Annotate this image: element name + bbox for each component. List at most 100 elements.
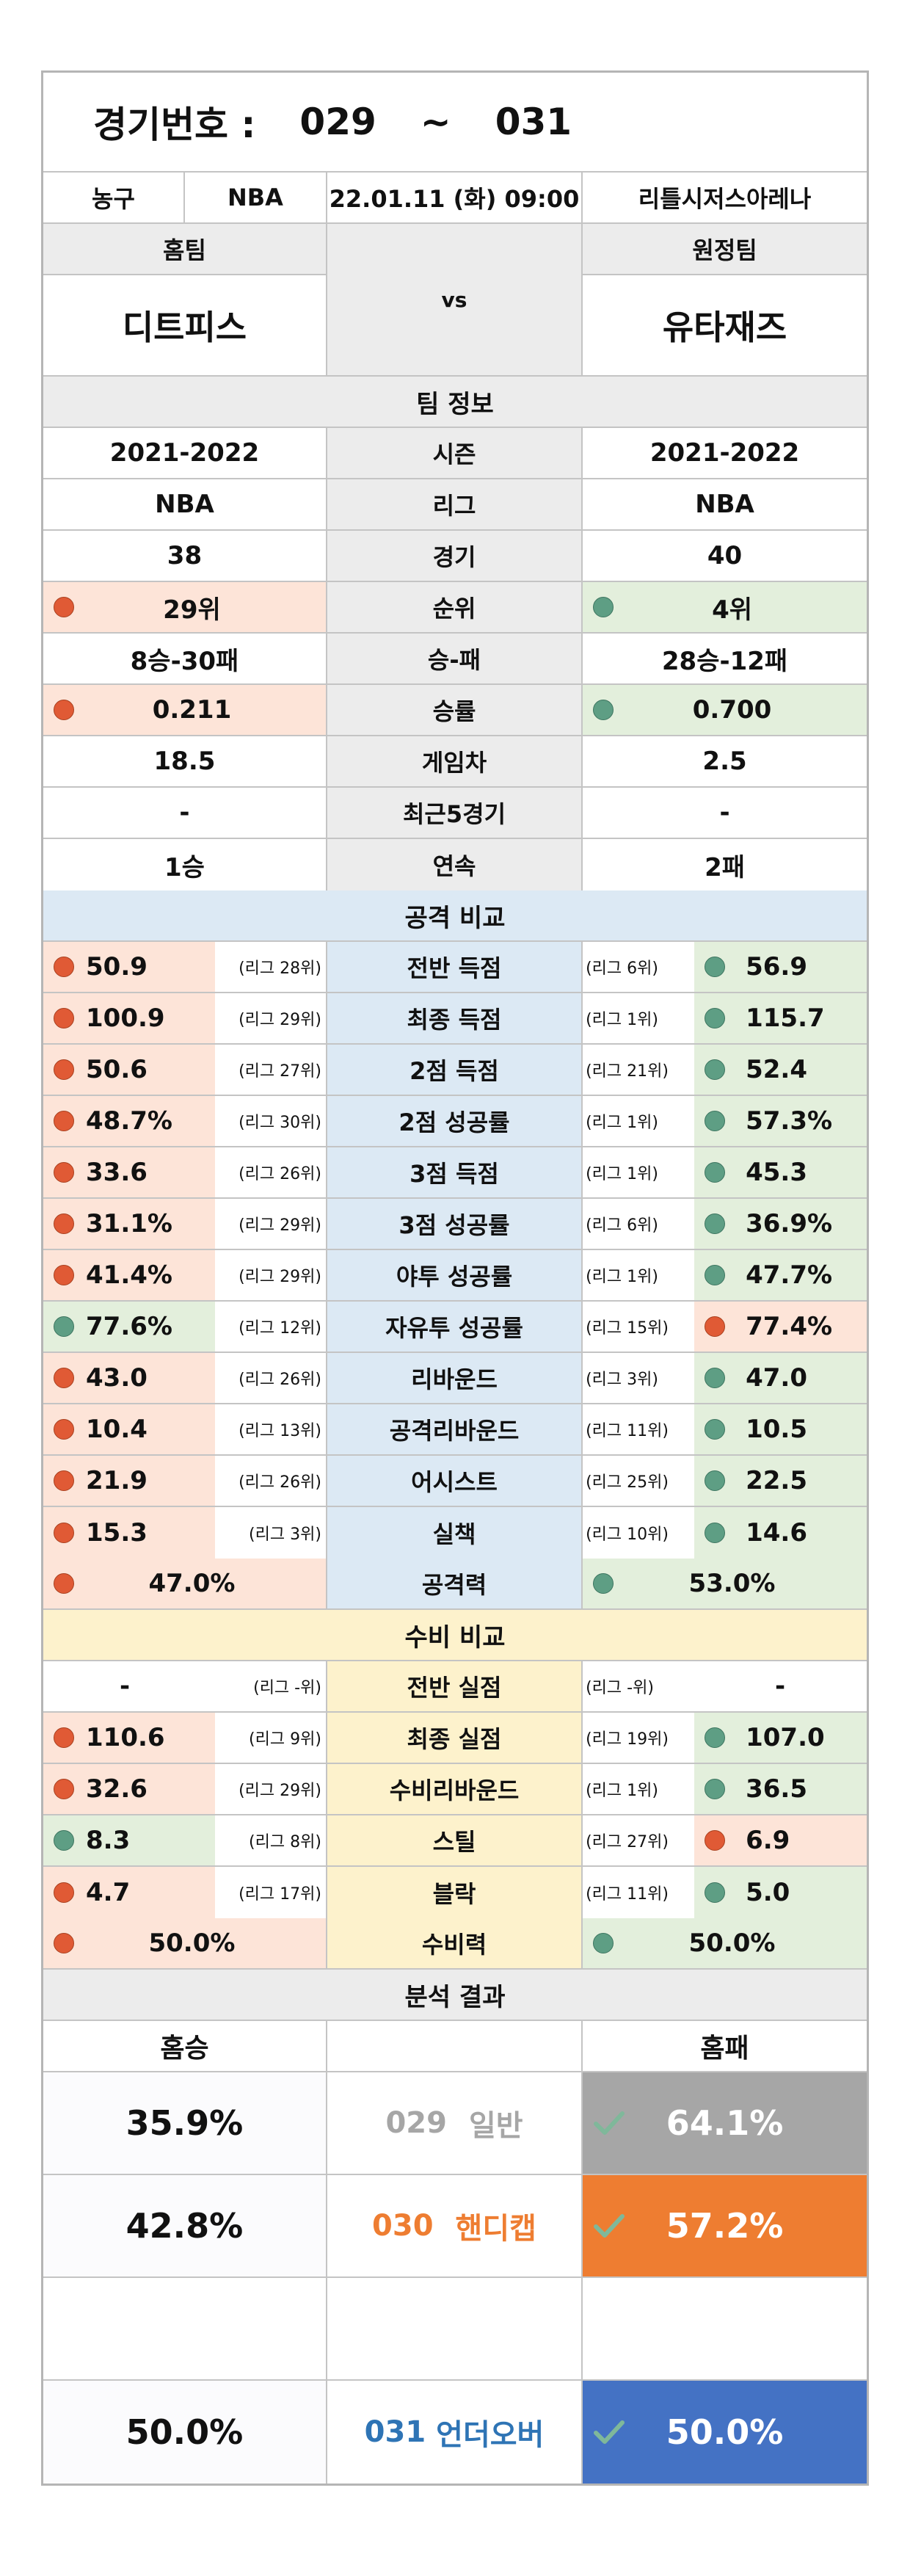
analysis-home-pct: 35.9% — [43, 2072, 327, 2174]
better-dot-icon — [705, 1882, 726, 1903]
worse-dot-icon — [54, 1162, 74, 1183]
team-info-row: 1승 연속 2패 — [43, 839, 867, 890]
stat-home-rank: (리그 17위) — [239, 1885, 321, 1904]
match-info-row: 농구 NBA 22.01.11 (화) 09:00 리틀시저스아레나 — [43, 173, 867, 224]
worse-dot-icon — [54, 1933, 74, 1953]
match-number-title: 경기번호 : 029 ~ 031 — [43, 73, 867, 171]
stat-away-value: 77.4% — [694, 1302, 867, 1352]
stat-home-rank: (리그 27위) — [239, 1062, 321, 1081]
stat-away: (리그 27위) 6.9 — [583, 1815, 867, 1865]
stat-home: 10.4 (리그 13위) — [43, 1404, 327, 1454]
stat-away: (리그 3위) 47.0 — [583, 1353, 867, 1403]
better-dot-icon — [54, 1830, 74, 1851]
checkmark-icon — [594, 2214, 625, 2238]
team-info-label: 순위 — [327, 582, 583, 632]
team-info-away-value: - — [719, 798, 730, 827]
analysis-label-row: 홈승 홈패 — [43, 2021, 867, 2072]
home-team-name: 디트피스 — [122, 308, 247, 347]
worse-dot-icon — [54, 1008, 74, 1028]
attack-header: 공격 비교 — [43, 890, 867, 942]
stat-home-value: 50.9 — [43, 942, 215, 992]
stat-home: 21.9 (리그 26위) — [43, 1456, 327, 1506]
home-win-label: 홈승 — [43, 2021, 327, 2071]
stat-home-value: 31.1% — [43, 1199, 215, 1249]
analysis-pick: 030 핸디캡 — [327, 2175, 583, 2276]
team-info-away-value: 4위 — [583, 582, 867, 632]
stat-home: 33.6 (리그 26위) — [43, 1147, 327, 1197]
defense-power-away: 50.0% — [583, 1918, 867, 1968]
better-dot-icon — [705, 1111, 726, 1131]
worse-dot-icon — [705, 1830, 726, 1851]
pick-type: 언더오버 — [436, 2418, 545, 2452]
team-info-away-value: 0.700 — [583, 685, 867, 735]
defense-power-row: 50.0% 수비력 50.0% — [43, 1918, 867, 1970]
stat-home-value: 8.3 — [43, 1815, 215, 1865]
attack-power-label: 공격력 — [327, 1559, 583, 1608]
stat-home: 77.6% (리그 12위) — [43, 1302, 327, 1352]
stat-home: 110.6 (리그 9위) — [43, 1713, 327, 1763]
stat-home-rank: (리그 12위) — [239, 1319, 321, 1338]
better-dot-icon — [593, 1573, 614, 1594]
worse-dot-icon — [54, 1573, 74, 1594]
stat-row: 50.9 (리그 28위) 전반 득점 (리그 6위) 56.9 — [43, 942, 867, 993]
worse-dot-icon — [54, 1882, 74, 1903]
stat-home: 100.9 (리그 29위) — [43, 993, 327, 1043]
vs-cell: vs — [327, 224, 583, 375]
stat-label: 어시스트 — [327, 1456, 583, 1506]
stat-row: 50.6 (리그 27위) 2점 득점 (리그 21위) 52.4 — [43, 1045, 867, 1096]
stat-away-value: 57.3% — [694, 1096, 867, 1146]
stat-home-value: 50.6 — [43, 1045, 215, 1095]
team-info-label: 경기 — [327, 531, 583, 581]
stat-home: 8.3 (리그 8위) — [43, 1815, 327, 1865]
stat-home-rank: (리그 29위) — [239, 1268, 321, 1286]
stat-away-rank: (리그 6위) — [586, 959, 658, 978]
stat-label: 자유투 성공률 — [327, 1302, 583, 1352]
team-info-home-value: 18.5 — [43, 736, 327, 786]
pick-number: 030 — [372, 2209, 434, 2243]
stat-home-rank: (리그 3위) — [249, 1525, 321, 1544]
better-dot-icon — [593, 700, 614, 720]
analysis-away-pct: 64.1% — [583, 2072, 867, 2174]
stat-home-value: 77.6% — [43, 1302, 215, 1352]
stat-home: - (리그 -위) — [43, 1661, 327, 1711]
worse-dot-icon — [54, 957, 74, 977]
stat-row: - (리그 -위) 전반 실점 (리그 -위) - — [43, 1661, 867, 1713]
analysis-blank-row — [43, 2278, 867, 2381]
worse-dot-icon — [54, 1213, 74, 1234]
worse-dot-icon — [54, 1779, 74, 1799]
better-dot-icon — [705, 1368, 726, 1388]
stat-away-value: 47.0 — [694, 1353, 867, 1403]
pick-number: 029 — [385, 2106, 447, 2140]
stat-away: (리그 6위) 36.9% — [583, 1199, 867, 1249]
team-info-home-value: 1승 — [43, 839, 327, 890]
team-info-row: 8승-30패 승-패 28승-12패 — [43, 634, 867, 685]
pick-type: 일반 — [468, 2109, 523, 2143]
stat-home-rank: (리그 13위) — [239, 1422, 321, 1440]
team-info-home-value: 0.211 — [43, 685, 327, 735]
stat-home-rank: (리그 26위) — [239, 1165, 321, 1183]
stat-home: 31.1% (리그 29위) — [43, 1199, 327, 1249]
defense-power-label: 수비력 — [327, 1918, 583, 1968]
stat-label: 공격리바운드 — [327, 1404, 583, 1454]
team-info-label: 승률 — [327, 685, 583, 735]
stat-home: 50.9 (리그 28위) — [43, 942, 327, 992]
stat-label: 야투 성공률 — [327, 1250, 583, 1300]
stat-home-rank: (리그 28위) — [239, 959, 321, 978]
stat-home-value: 15.3 — [43, 1507, 215, 1559]
stat-home: 15.3 (리그 3위) — [43, 1507, 327, 1559]
stat-row: 21.9 (리그 26위) 어시스트 (리그 25위) 22.5 — [43, 1456, 867, 1507]
stat-away-value: 5.0 — [694, 1867, 867, 1918]
analysis-title: 분석 결과 — [404, 1982, 506, 2012]
team-info-row: 0.211 승률 0.700 — [43, 685, 867, 736]
stat-away-value: 115.7 — [694, 993, 867, 1043]
stat-away-rank: (리그 1위) — [586, 1114, 658, 1132]
stat-label: 수비리바운드 — [327, 1764, 583, 1814]
match-number-to: 031 — [495, 101, 572, 143]
stat-away: (리그 6위) 56.9 — [583, 942, 867, 992]
stat-away-value: 22.5 — [694, 1456, 867, 1506]
stat-home-value: 100.9 — [43, 993, 215, 1043]
stat-away-rank: (리그 27위) — [586, 1833, 669, 1851]
stat-away-rank: (리그 1위) — [586, 1165, 658, 1183]
analysis-home-pct: 50.0% — [43, 2381, 327, 2484]
better-dot-icon — [705, 1779, 726, 1799]
